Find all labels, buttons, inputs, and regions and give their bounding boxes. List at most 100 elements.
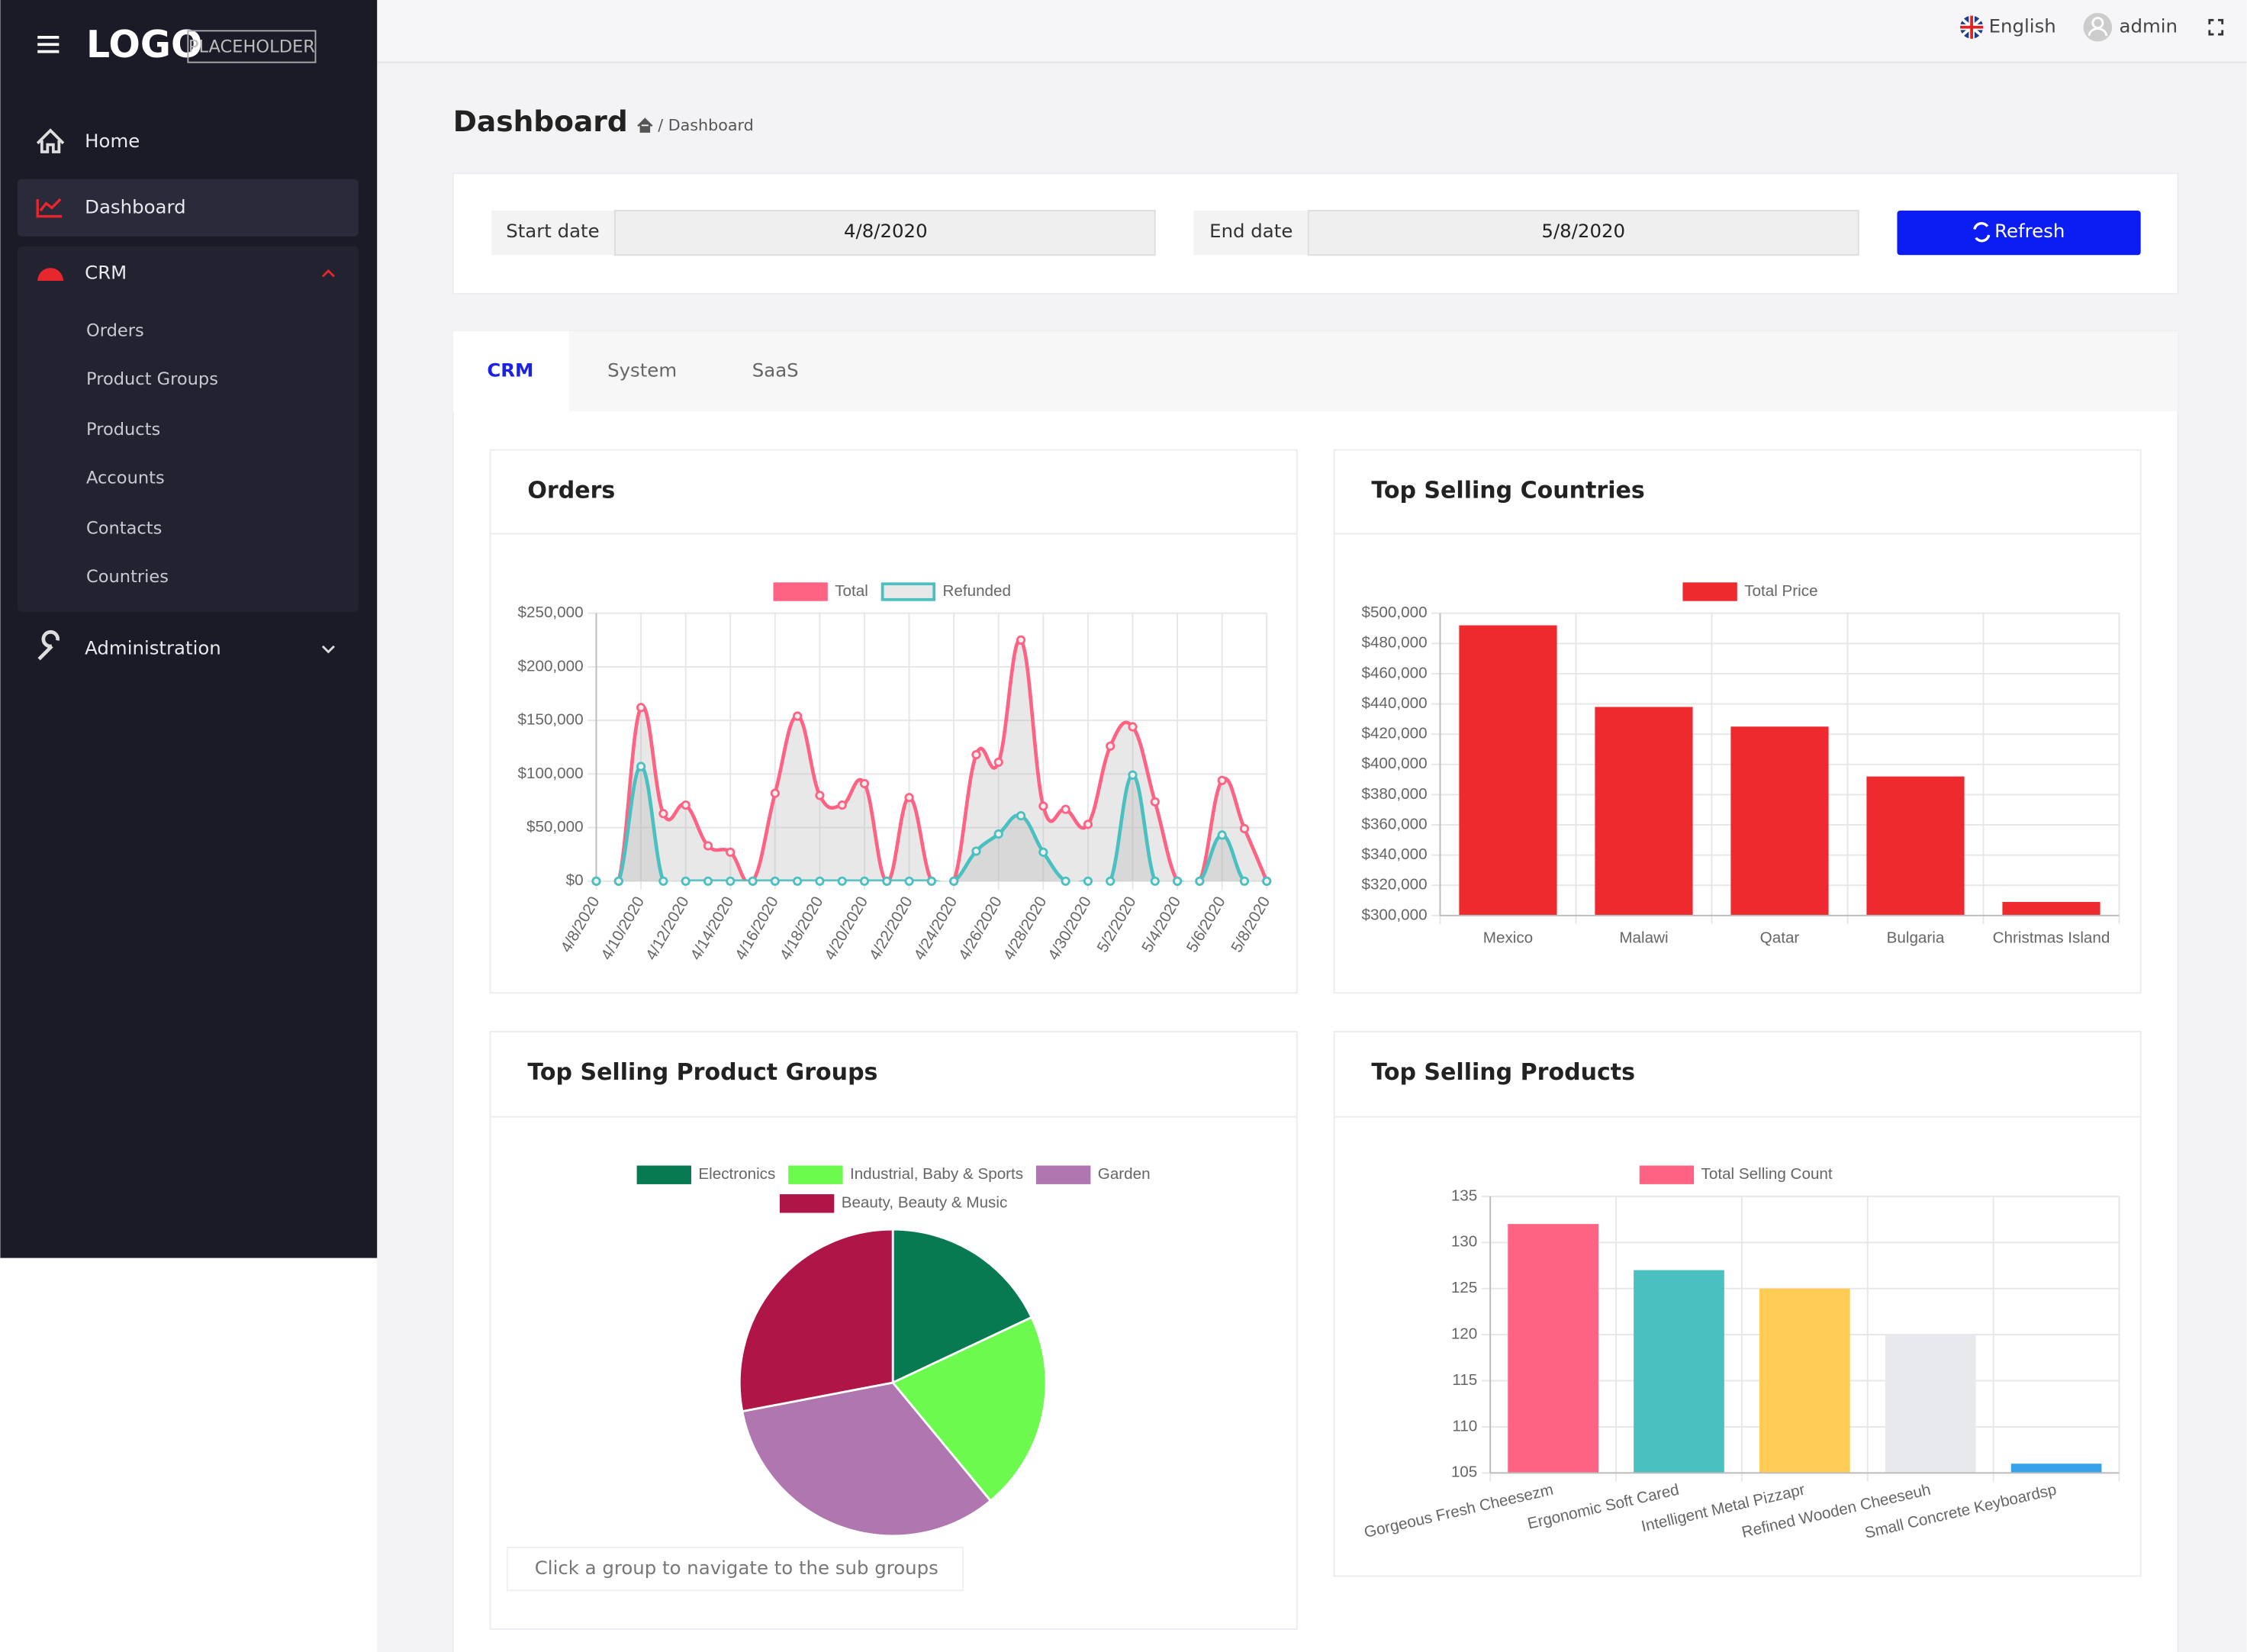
language[interactable]: English — [1989, 15, 2056, 37]
point — [703, 876, 713, 886]
tab[interactable]: SaaS — [752, 359, 799, 381]
point — [1083, 876, 1093, 886]
legend-swatch — [1682, 582, 1737, 601]
submenu-item[interactable]: Product Groups — [86, 369, 218, 389]
avatar-body — [2088, 27, 2108, 37]
menu-item[interactable]: Administration — [85, 637, 221, 659]
point — [636, 703, 646, 713]
point — [1061, 804, 1070, 814]
start-value: 4/8/2020 — [844, 220, 928, 242]
x-tick-label: Christmas Island — [1993, 929, 2110, 946]
panel — [489, 449, 1298, 994]
y-tick-label: 110 — [1452, 1417, 1477, 1435]
chevron-down — [321, 645, 335, 654]
point — [681, 800, 691, 810]
submenu-item[interactable]: Products — [86, 420, 160, 440]
panel — [1333, 1031, 2142, 1577]
end-value: 5/8/2020 — [1541, 220, 1625, 242]
point — [993, 829, 1003, 839]
flag-icon — [1960, 15, 1984, 39]
y-tick-label: 115 — [1452, 1371, 1477, 1389]
menu-item[interactable]: CRM — [85, 262, 127, 284]
end-input[interactable] — [1307, 210, 1859, 256]
line — [596, 638, 1267, 881]
refresh-label[interactable]: Refresh — [1994, 220, 2065, 242]
menu-item[interactable]: Home — [85, 130, 140, 152]
point — [1172, 876, 1183, 886]
pie-hint: Click a group to navigate to the sub gro… — [535, 1557, 938, 1579]
y-tick-label: 125 — [1451, 1279, 1477, 1296]
start-label: Start date — [506, 220, 599, 242]
point — [971, 846, 981, 856]
pie-slice — [738, 1228, 894, 1413]
bar — [1759, 1288, 1850, 1473]
point — [726, 847, 736, 857]
menu-item[interactable]: Dashboard — [85, 195, 185, 217]
breadcrumb: / Dashboard — [658, 116, 754, 134]
input-label-bg — [491, 211, 615, 256]
point — [1217, 830, 1227, 840]
hamburger[interactable] — [37, 35, 60, 53]
submenu-item[interactable]: Countries — [86, 567, 169, 587]
tab[interactable]: System — [607, 359, 677, 381]
area — [596, 639, 1267, 881]
submenu-bg — [17, 246, 359, 612]
submenu-item[interactable]: Orders — [86, 320, 144, 340]
y-tick-label: $150,000 — [518, 711, 584, 729]
point — [1061, 876, 1070, 886]
fullscreen-icon[interactable] — [2208, 18, 2224, 36]
bar — [2002, 902, 2101, 916]
point — [837, 800, 847, 810]
y-tick-label: $460,000 — [1361, 664, 1427, 681]
legend-swatch — [1639, 1165, 1695, 1184]
point — [1128, 770, 1138, 780]
refresh-button[interactable] — [1897, 211, 2141, 256]
point — [658, 876, 668, 886]
x-tick-label: Mexico — [1483, 929, 1533, 946]
legend-swatch — [779, 1194, 835, 1213]
y-tick-label: $480,000 — [1361, 634, 1427, 652]
legend-swatch — [1036, 1165, 1091, 1184]
legend-label: Beauty, Beauty & Music — [842, 1194, 1008, 1212]
point — [1038, 801, 1048, 811]
submenu-item[interactable]: Accounts — [86, 469, 165, 488]
legend-swatch — [636, 1165, 691, 1184]
submenu-item[interactable]: Contacts — [86, 518, 162, 538]
x-tick-label: Qatar — [1760, 929, 1800, 946]
tab[interactable]: CRM — [487, 359, 533, 381]
logo-tag: PLACEHOLDER — [188, 37, 315, 56]
panel-title: Top Selling Countries — [1371, 478, 1644, 504]
topbar — [377, 0, 2247, 62]
active-tab-bg — [452, 330, 569, 411]
y-tick-label: $340,000 — [1361, 845, 1427, 863]
refresh-icon — [1973, 222, 1991, 243]
breadcrumb-home[interactable] — [637, 118, 653, 133]
point — [726, 876, 736, 886]
bar — [1866, 776, 1965, 916]
user-name[interactable]: admin — [2120, 15, 2178, 37]
y-tick-label: 120 — [1451, 1325, 1477, 1343]
legend-label: Total Price — [1744, 582, 1817, 600]
bar — [2010, 1464, 2102, 1473]
pie-slice — [891, 1228, 1033, 1385]
panel-title: Top Selling Products — [1371, 1059, 1635, 1086]
point — [859, 876, 870, 886]
point — [815, 876, 825, 886]
point — [770, 876, 780, 886]
y-tick-label: $320,000 — [1361, 876, 1427, 894]
point — [1239, 876, 1250, 886]
point — [1150, 876, 1160, 886]
legend-swatch — [880, 582, 936, 601]
bar — [1508, 1224, 1598, 1473]
start-input[interactable] — [613, 210, 1156, 256]
point — [904, 793, 914, 803]
wrench-icon — [37, 630, 60, 661]
panel-title: Top Selling Product Groups — [527, 1059, 877, 1086]
y-tick-label: $360,000 — [1361, 815, 1427, 832]
y-tick-label: $0 — [566, 871, 584, 889]
x-tick-label: Malawi — [1619, 929, 1668, 946]
legend-swatch — [788, 1165, 843, 1184]
x-tick-label: Bulgaria — [1887, 929, 1945, 946]
point — [591, 876, 601, 886]
point — [1195, 876, 1205, 886]
